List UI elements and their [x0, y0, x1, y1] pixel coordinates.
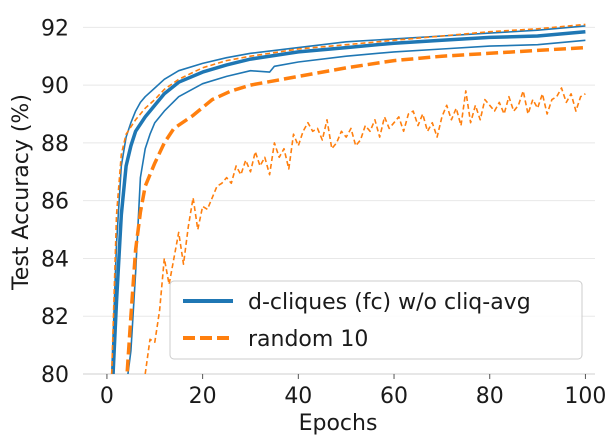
random-10-mean-line [125, 45, 586, 374]
y-tick-label: 86 [41, 190, 69, 215]
x-tick-label: 80 [476, 384, 504, 409]
x-axis-label: Epochs [299, 411, 378, 436]
y-axis-label: Test Accuracy (%) [9, 94, 34, 291]
random-10-min-line [144, 87, 586, 374]
random-10-max-line [110, 23, 586, 374]
legend-label-random-10: random 10 [248, 327, 368, 352]
gridlines [83, 26, 595, 375]
d-cliques-mean-line [111, 29, 586, 374]
y-tick-label: 84 [41, 247, 69, 272]
legend-label-d-cliques: d-cliques (fc) w/o cliq-avg [248, 290, 531, 315]
legend-box [169, 280, 583, 360]
y-tick-label: 82 [41, 305, 69, 330]
legend: d-cliques (fc) w/o cliq-avg random 10 [169, 280, 583, 360]
y-tick-label: 92 [41, 16, 69, 41]
x-tick-label: 20 [189, 384, 217, 409]
series-lines [110, 23, 586, 374]
x-tick-label: 60 [380, 384, 408, 409]
y-tick-label: 80 [41, 363, 69, 388]
x-tick-label: 100 [564, 384, 605, 409]
y-tick-label: 88 [41, 132, 69, 157]
x-tick-label: 40 [284, 384, 312, 409]
axes: 80 82 84 86 88 90 92 0 20 40 60 80 100 [41, 16, 605, 409]
x-tick-label: 0 [100, 384, 114, 409]
d-cliques-min-line [127, 39, 586, 374]
y-tick-label: 90 [41, 74, 69, 99]
